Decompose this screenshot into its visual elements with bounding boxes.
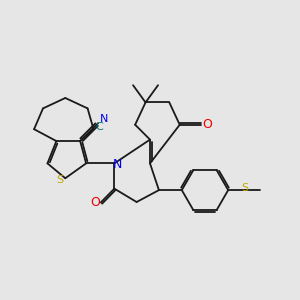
Text: C: C: [95, 122, 103, 132]
Text: S: S: [56, 175, 64, 185]
Text: N: N: [100, 114, 109, 124]
Text: O: O: [202, 118, 212, 131]
Text: N: N: [113, 158, 123, 171]
Text: S: S: [241, 183, 248, 193]
Text: O: O: [91, 196, 100, 209]
